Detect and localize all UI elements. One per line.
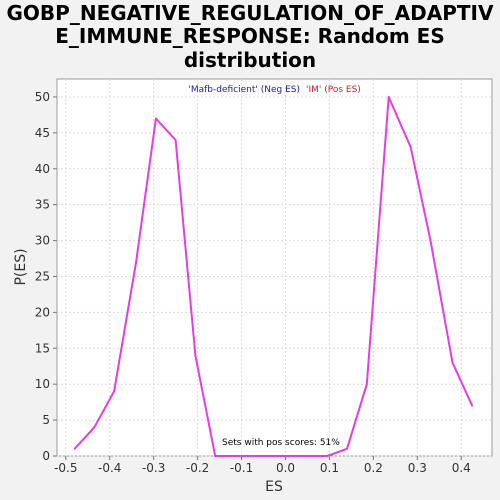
es-data-point <box>346 448 348 450</box>
x-tick-label: -0.4 <box>98 461 121 475</box>
es-data-point <box>256 455 258 457</box>
es-data-point <box>194 354 197 357</box>
es-data-point <box>135 261 137 263</box>
y-tick-label: 30 <box>35 234 50 248</box>
es-data-point <box>471 404 474 407</box>
es-data-point <box>297 455 300 457</box>
es-data-point <box>113 390 115 393</box>
es-data-point <box>387 96 390 98</box>
x-tick-label: -0.5 <box>54 461 77 475</box>
x-tick-label: 0.4 <box>452 461 471 475</box>
x-tick-label: 0.1 <box>320 461 339 475</box>
es-series-line <box>73 96 474 457</box>
y-tick-label: 10 <box>35 377 50 391</box>
chart-title-line-2: E_IMMUNE_RESPONSE: Random ES <box>55 24 445 48</box>
x-tick-label: -0.2 <box>186 461 209 475</box>
x-tick-label: 0.0 <box>276 461 295 475</box>
y-tick-label: 45 <box>35 126 50 140</box>
y-tick-label: 0 <box>42 449 50 463</box>
legend-neg-es: 'Mafb-deficient' (Neg ES) <box>188 85 300 95</box>
legend-pos-es: 'IM' (Pos ES) <box>306 85 361 95</box>
es-data-point <box>451 361 454 364</box>
es-data-point <box>326 455 329 457</box>
es-data-point <box>409 146 412 149</box>
chart-title-line-3: distribution <box>184 48 316 72</box>
x-axis-label: ES <box>265 479 283 495</box>
es-data-point <box>429 239 432 242</box>
plot-area <box>56 78 493 457</box>
y-tick-label: 40 <box>35 162 50 176</box>
es-data-point <box>275 455 278 457</box>
axis-ticks: -0.5 -0.4 -0.3 -0.2 -0.1 0.0 0.1 0.2 0.3 0.4 0 5 10 1… <box>35 90 471 475</box>
x-tick-label: 0.2 <box>364 461 383 475</box>
pos-scores-annotation: Sets with pos scores: 51% <box>222 438 340 448</box>
x-tick-label: 0.3 <box>408 461 427 475</box>
y-tick-label: 5 <box>42 413 50 427</box>
es-data-point <box>214 455 216 457</box>
x-tick-label: -0.1 <box>230 461 253 475</box>
y-axis-label: P(ES) <box>13 248 29 285</box>
x-tick-label: -0.3 <box>142 461 165 475</box>
es-data-point <box>73 448 76 450</box>
y-tick-label: 25 <box>35 269 50 283</box>
grid-lines <box>57 79 492 457</box>
y-tick-label: 15 <box>35 341 50 355</box>
y-tick-label: 50 <box>35 90 50 104</box>
es-data-point <box>174 139 177 141</box>
y-tick-label: 35 <box>35 198 50 212</box>
es-data-point <box>236 455 238 457</box>
es-data-point <box>93 426 96 429</box>
series-lines <box>73 96 474 457</box>
y-tick-label: 20 <box>35 305 50 319</box>
chart-title-line-1: GOBP_NEGATIVE_REGULATION_OF_ADAPTIV <box>7 1 494 25</box>
es-data-point <box>155 117 157 120</box>
es-data-point <box>365 383 368 385</box>
